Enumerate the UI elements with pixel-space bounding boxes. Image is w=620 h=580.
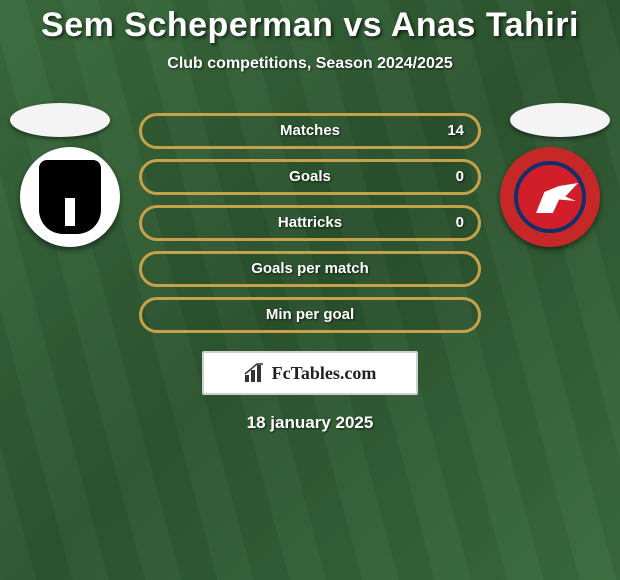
heracles-shield-icon [39,160,101,234]
stat-label: Matches [142,116,478,146]
stat-row-matches: Matches 14 [139,113,481,149]
player-avatar-left [10,103,110,137]
shield-stripe-icon [65,198,75,226]
stat-row-min-per-goal: Min per goal [139,297,481,333]
bar-chart-icon [244,363,266,383]
stat-value: 14 [447,116,464,146]
stat-label: Min per goal [142,300,478,330]
content-container: Sem Scheperman vs Anas Tahiri Club compe… [0,0,620,433]
almere-ring-icon [514,161,586,233]
stat-value: 0 [456,162,464,192]
stat-label: Hattricks [142,208,478,238]
club-badge-left [20,147,120,247]
player-avatar-right [510,103,610,137]
almere-bird-icon [536,183,578,213]
date-text: 18 january 2025 [0,413,620,433]
stat-value: 0 [456,208,464,238]
club-badge-right [500,147,600,247]
brand-box[interactable]: FcTables.com [202,351,418,395]
stat-label: Goals per match [142,254,478,284]
subtitle: Club competitions, Season 2024/2025 [0,55,620,73]
stat-row-goals: Goals 0 [139,159,481,195]
comparison-area: Matches 14 Goals 0 Hattricks 0 Goals per… [0,113,620,433]
brand-text: FcTables.com [272,363,377,384]
stat-label: Goals [142,162,478,192]
page-title: Sem Scheperman vs Anas Tahiri [0,6,620,45]
stat-row-goals-per-match: Goals per match [139,251,481,287]
stat-row-hattricks: Hattricks 0 [139,205,481,241]
